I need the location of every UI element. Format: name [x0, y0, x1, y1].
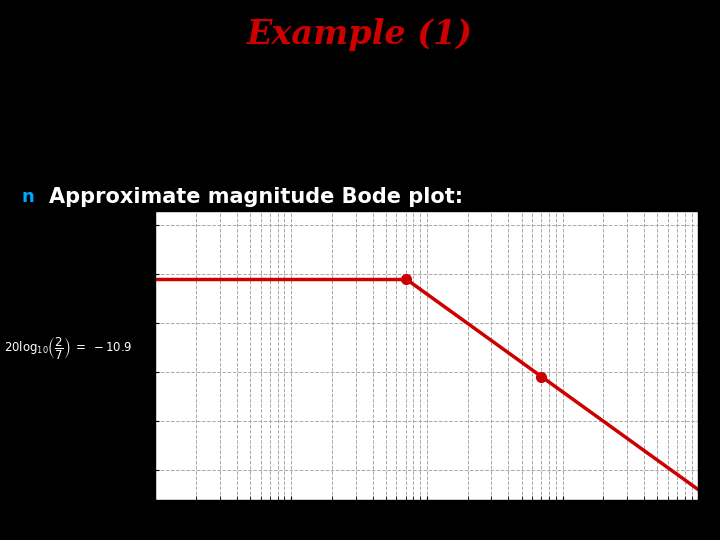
Text: n: n	[22, 188, 35, 206]
Text: $G(s) \;-\; \dfrac{2}{s+7}$: $G(s) \;-\; \dfrac{2}{s+7}$	[117, 108, 214, 141]
Text: $= \;\dfrac{2}{7}\dfrac{1}{\dfrac{s}{7}+1}$: $= \;\dfrac{2}{7}\dfrac{1}{\dfrac{s}{7}+…	[340, 101, 416, 147]
Y-axis label: Magnitude (dB): Magnitude (dB)	[110, 294, 124, 416]
X-axis label: Frequency ω (rad/s): Frequency ω (rad/s)	[342, 523, 511, 538]
Text: Example (1): Example (1)	[247, 18, 473, 51]
Text: Approximate magnitude Bode plot:: Approximate magnitude Bode plot:	[49, 187, 463, 207]
Text: $20\log_{10}\!\left(\dfrac{2}{7}\right) \;=\; -10.9$: $20\log_{10}\!\left(\dfrac{2}{7}\right) …	[4, 335, 132, 361]
